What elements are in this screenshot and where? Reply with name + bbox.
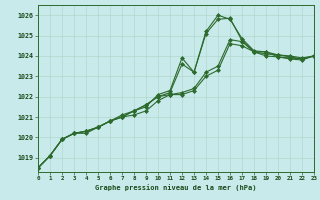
X-axis label: Graphe pression niveau de la mer (hPa): Graphe pression niveau de la mer (hPa)	[95, 184, 257, 191]
